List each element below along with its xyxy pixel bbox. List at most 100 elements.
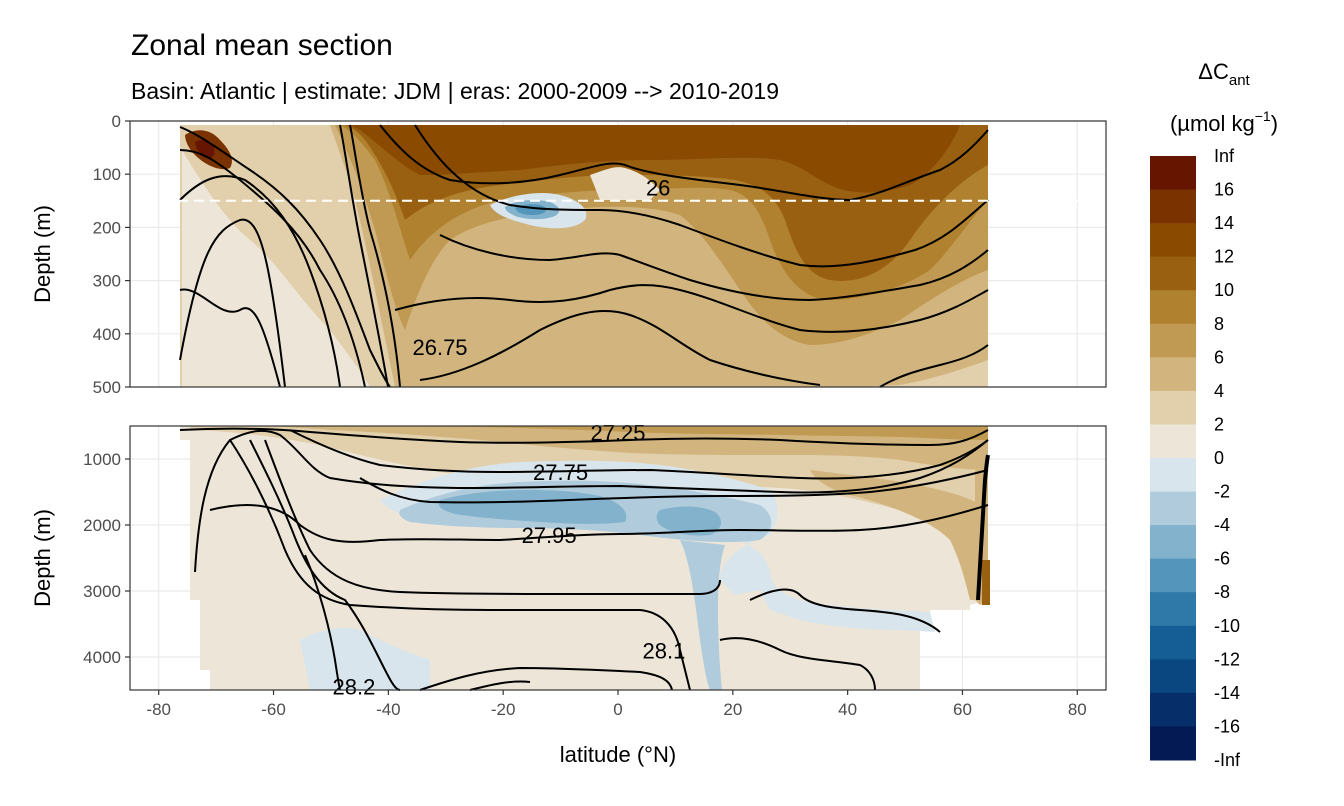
contour-bottom-11 [719,637,876,691]
legend-swatch-5 [1150,323,1196,358]
legend-label-11: -4 [1214,515,1230,535]
y-ticks-top: 0 100 200 300 400 500 [93,112,130,397]
x-ticks: -80 -60 -40 -20 0 20 40 60 80 [146,690,1087,719]
x-tick-label-2: -40 [376,700,401,719]
fill-top-peak-left-core [195,140,215,159]
contour-label-0: 26 [646,176,670,201]
legend-swatch-9 [1150,458,1196,493]
contour-bottom-2 [194,429,989,573]
y-axis-title-top: Depth (m) [30,205,55,303]
legend-swatch-17 [1150,726,1196,761]
legend-swatch-14 [1150,625,1196,660]
legend-label-1: 16 [1214,180,1234,200]
contour-top-2 [179,149,366,388]
legend-title: ΔCant [1198,59,1250,89]
isopycnal-contours-bottom [179,427,990,691]
x-tick-label-1: -60 [261,700,286,719]
contour-bottom-4 [359,469,989,504]
fill-bottom-blue-dark-2 [656,506,722,536]
legend-swatch-10 [1150,491,1196,526]
chart-subtitle: Basin: Atlantic | estimate: JDM | eras: … [131,78,779,104]
fill-top-pale [182,150,370,387]
contour-label-4: 27.95 [522,523,577,548]
y-tick-label-top-5: 500 [93,378,121,397]
contour-top-9 [414,124,989,268]
contour-bottom-13 [469,680,531,691]
legend-unit: (µmol kg−1) [1170,108,1278,136]
fill-bottom-right-medium [810,470,988,600]
y-tick-label-bottom-1: 2000 [83,516,121,535]
y-axis-title-bottom: Depth (m) [30,509,55,607]
legend-label-16: -14 [1214,683,1240,703]
contour-top-3 [179,175,341,388]
contour-bottom-6 [229,439,691,691]
contour-bottom-8 [249,439,401,691]
contour-bottom-3 [289,429,989,480]
contour-bottom-10 [749,588,941,633]
legend-swatch-8 [1150,424,1196,459]
y-tick-label-bottom-3: 4000 [83,648,121,667]
legend: ΔCant (µmol kg−1) Inf 16 14 12 10 8 6 4 2 0 -2 -4 -6… [1150,59,1278,770]
contour-bottom-7 [264,439,721,596]
contour-label-1: 26.75 [412,335,467,360]
legend-label-9: 0 [1214,448,1224,468]
contour-label-2: 27.25 [590,421,645,446]
legend-labels: Inf 16 14 12 10 8 6 4 2 0 -2 -4 -6 -8 -10 -12 -14 -16 -Inf [1214,146,1241,770]
x-tick-label-3: -20 [491,700,516,719]
contour-label-5: 28.1 [643,638,686,663]
legend-label-12: -6 [1214,549,1230,569]
y-tick-label-top-0: 0 [112,112,121,131]
contour-bottom-5 [209,504,989,543]
contour-top-6 [349,124,401,388]
legend-swatch-2 [1150,223,1196,258]
contour-top-1 [179,126,391,388]
isopycnal-contours-top [179,124,989,388]
legend-swatch-1 [1150,189,1196,224]
legend-label-8: 2 [1214,414,1224,434]
legend-label-2: 14 [1214,213,1234,233]
x-tick-label-8: 80 [1068,700,1087,719]
legend-swatch-12 [1150,558,1196,593]
contour-top-7 [339,124,389,388]
fill-top-darkest [350,125,960,193]
legend-label-13: -8 [1214,582,1230,602]
chart-title: Zonal mean section [131,29,393,62]
contour-top-11 [394,284,989,333]
x-tick-label-5: 20 [723,700,742,719]
legend-label-4: 10 [1214,280,1234,300]
y-tick-label-top-4: 400 [93,325,121,344]
legend-swatch-0 [1150,156,1196,191]
legend-label-14: -10 [1214,616,1240,636]
legend-swatch-15 [1150,659,1196,694]
legend-swatch-16 [1150,692,1196,727]
contour-top-5 [179,218,286,388]
contour-bottom-1 [179,427,989,447]
fill-bottom-blue-trough [680,540,725,690]
x-tick-label-4: 0 [613,700,622,719]
legend-swatch-4 [1150,290,1196,325]
legend-label-3: 12 [1214,247,1234,267]
x-tick-label-0: -80 [146,700,171,719]
x-axis-title: latitude (°N) [560,742,676,767]
legend-swatch-11 [1150,525,1196,560]
contour-labels-top: 26 26.75 [412,176,670,361]
legend-swatch-6 [1150,357,1196,392]
panel-top: 26 26.75 0 100 200 300 400 500 [93,112,1107,397]
contour-bottom-12 [419,666,673,691]
contour-bottom-9 [304,554,341,691]
legend-label-15: -12 [1214,649,1240,669]
x-tick-label-7: 60 [953,700,972,719]
x-tick-label-6: 40 [838,700,857,719]
legend-label-17: -16 [1214,716,1240,736]
y-tick-label-top-1: 100 [93,165,121,184]
y-tick-label-bottom-2: 3000 [83,582,121,601]
contour-top-13 [879,344,989,388]
y-tick-label-top-3: 300 [93,272,121,291]
legend-label-6: 6 [1214,347,1224,367]
legend-swatch-7 [1150,390,1196,425]
legend-label-18: -Inf [1214,750,1241,770]
legend-label-0: Inf [1214,146,1235,166]
